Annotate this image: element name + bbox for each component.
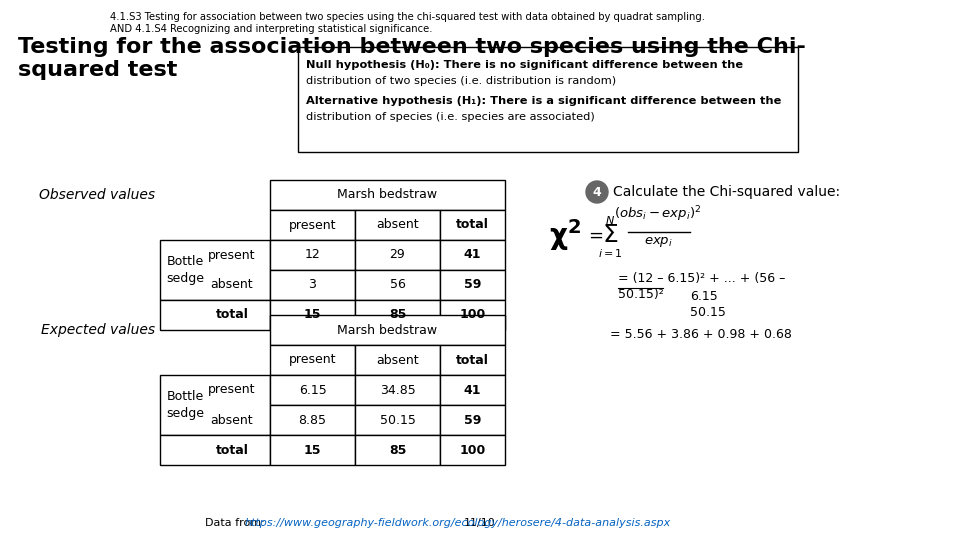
Text: total: total [216, 308, 249, 321]
Text: present: present [289, 354, 336, 367]
Bar [270, 345, 355, 375]
Text: 50.15: 50.15 [690, 306, 726, 319]
Text: AND 4.1.S4 Recognizing and interpreting statistical significance.: AND 4.1.S4 Recognizing and interpreting … [110, 24, 433, 34]
Text: 4: 4 [592, 186, 601, 199]
Bar [440, 435, 505, 465]
Text: 100: 100 [460, 443, 486, 456]
Text: Marsh bedstraw: Marsh bedstraw [337, 323, 438, 336]
Text: $\mathbf{\chi^2}$: $\mathbf{\chi^2}$ [549, 217, 581, 253]
Text: 15: 15 [303, 308, 322, 321]
Text: Observed values: Observed values [38, 188, 155, 202]
Bar [440, 345, 505, 375]
Text: present: present [289, 219, 336, 232]
Bar [355, 240, 440, 270]
Text: 56: 56 [390, 279, 405, 292]
Text: 59: 59 [464, 279, 481, 292]
Text: 29: 29 [390, 248, 405, 261]
Text: Data from:: Data from: [205, 518, 268, 528]
Bar [355, 300, 440, 330]
Bar [355, 405, 440, 435]
Text: distribution of species (i.e. species are associated): distribution of species (i.e. species ar… [306, 112, 595, 122]
Bar [440, 405, 505, 435]
Text: absent: absent [210, 414, 253, 427]
Text: Null hypothesis (H₀): There is no significant difference between the: Null hypothesis (H₀): There is no signif… [306, 60, 743, 70]
Bar [355, 210, 440, 240]
Text: https://www.geography-fieldwork.org/ecology/herosere/4-data-analysis.aspx: https://www.geography-fieldwork.org/ecol… [245, 518, 671, 528]
Text: 41: 41 [464, 383, 481, 396]
Bar [440, 210, 505, 240]
Bar [160, 375, 270, 435]
Text: 100: 100 [460, 308, 486, 321]
Text: 15: 15 [303, 443, 322, 456]
Text: = 5.56 + 3.86 + 0.98 + 0.68: = 5.56 + 3.86 + 0.98 + 0.68 [610, 328, 792, 341]
Text: 8.85: 8.85 [299, 414, 326, 427]
Bar [160, 300, 270, 330]
Text: present: present [208, 248, 255, 261]
Text: total: total [456, 354, 489, 367]
Text: 50.15: 50.15 [379, 414, 416, 427]
Text: 6.15: 6.15 [690, 290, 718, 303]
Bar [355, 345, 440, 375]
Bar [270, 180, 505, 210]
Bar [160, 435, 270, 465]
Bar [440, 300, 505, 330]
Text: Bottle
sedge: Bottle sedge [166, 390, 204, 420]
Text: 85: 85 [389, 443, 406, 456]
Bar [440, 375, 505, 405]
Text: Expected values: Expected values [41, 323, 155, 337]
Text: = (12 – 6.15)² + ... + (56 –: = (12 – 6.15)² + ... + (56 – [618, 272, 785, 285]
Text: 3: 3 [308, 279, 317, 292]
Text: absent: absent [376, 219, 419, 232]
Bar [355, 435, 440, 465]
Bar [270, 210, 355, 240]
Circle shape [586, 181, 608, 203]
Text: total: total [456, 219, 489, 232]
Bar [270, 405, 355, 435]
Text: distribution of two species (i.e. distribution is random): distribution of two species (i.e. distri… [306, 76, 616, 86]
Text: $(obs_i - exp_i)^2$: $(obs_i - exp_i)^2$ [614, 205, 702, 224]
Text: $\Sigma$: $\Sigma$ [602, 223, 618, 247]
Text: 34.85: 34.85 [379, 383, 416, 396]
Bar [355, 375, 440, 405]
Bar [270, 315, 505, 345]
Text: squared test: squared test [18, 60, 178, 80]
Text: 6.15: 6.15 [299, 383, 326, 396]
Bar [270, 435, 355, 465]
Bar [270, 270, 355, 300]
Text: Marsh bedstraw: Marsh bedstraw [337, 188, 438, 201]
Text: total: total [216, 443, 249, 456]
Text: $=$: $=$ [585, 226, 604, 244]
Text: 59: 59 [464, 414, 481, 427]
Text: 4.1.S3 Testing for association between two species using the chi-squared test wi: 4.1.S3 Testing for association between t… [110, 12, 705, 22]
Text: Calculate the Chi-squared value:: Calculate the Chi-squared value: [613, 185, 840, 199]
Text: Testing for the association between two species using the Chi-: Testing for the association between two … [18, 37, 805, 57]
Text: Bottle
sedge: Bottle sedge [166, 255, 204, 285]
Text: $N$: $N$ [605, 214, 615, 226]
Text: 41: 41 [464, 248, 481, 261]
Text: absent: absent [210, 279, 253, 292]
Bar [440, 240, 505, 270]
Bar [270, 240, 355, 270]
Text: Alternative hypothesis (H₁): There is a significant difference between the: Alternative hypothesis (H₁): There is a … [306, 96, 781, 106]
Bar [298, 47, 798, 152]
Text: 50.15)²: 50.15)² [618, 288, 663, 301]
Bar [270, 300, 355, 330]
Text: 12: 12 [304, 248, 321, 261]
Text: present: present [208, 383, 255, 396]
Bar [270, 375, 355, 405]
Bar [160, 240, 270, 300]
Text: 85: 85 [389, 308, 406, 321]
Text: absent: absent [376, 354, 419, 367]
Text: $exp_i$: $exp_i$ [643, 235, 672, 249]
Bar [355, 270, 440, 300]
Text: 11/10: 11/10 [464, 518, 496, 528]
Bar [440, 270, 505, 300]
Text: $i = 1$: $i = 1$ [598, 247, 622, 259]
